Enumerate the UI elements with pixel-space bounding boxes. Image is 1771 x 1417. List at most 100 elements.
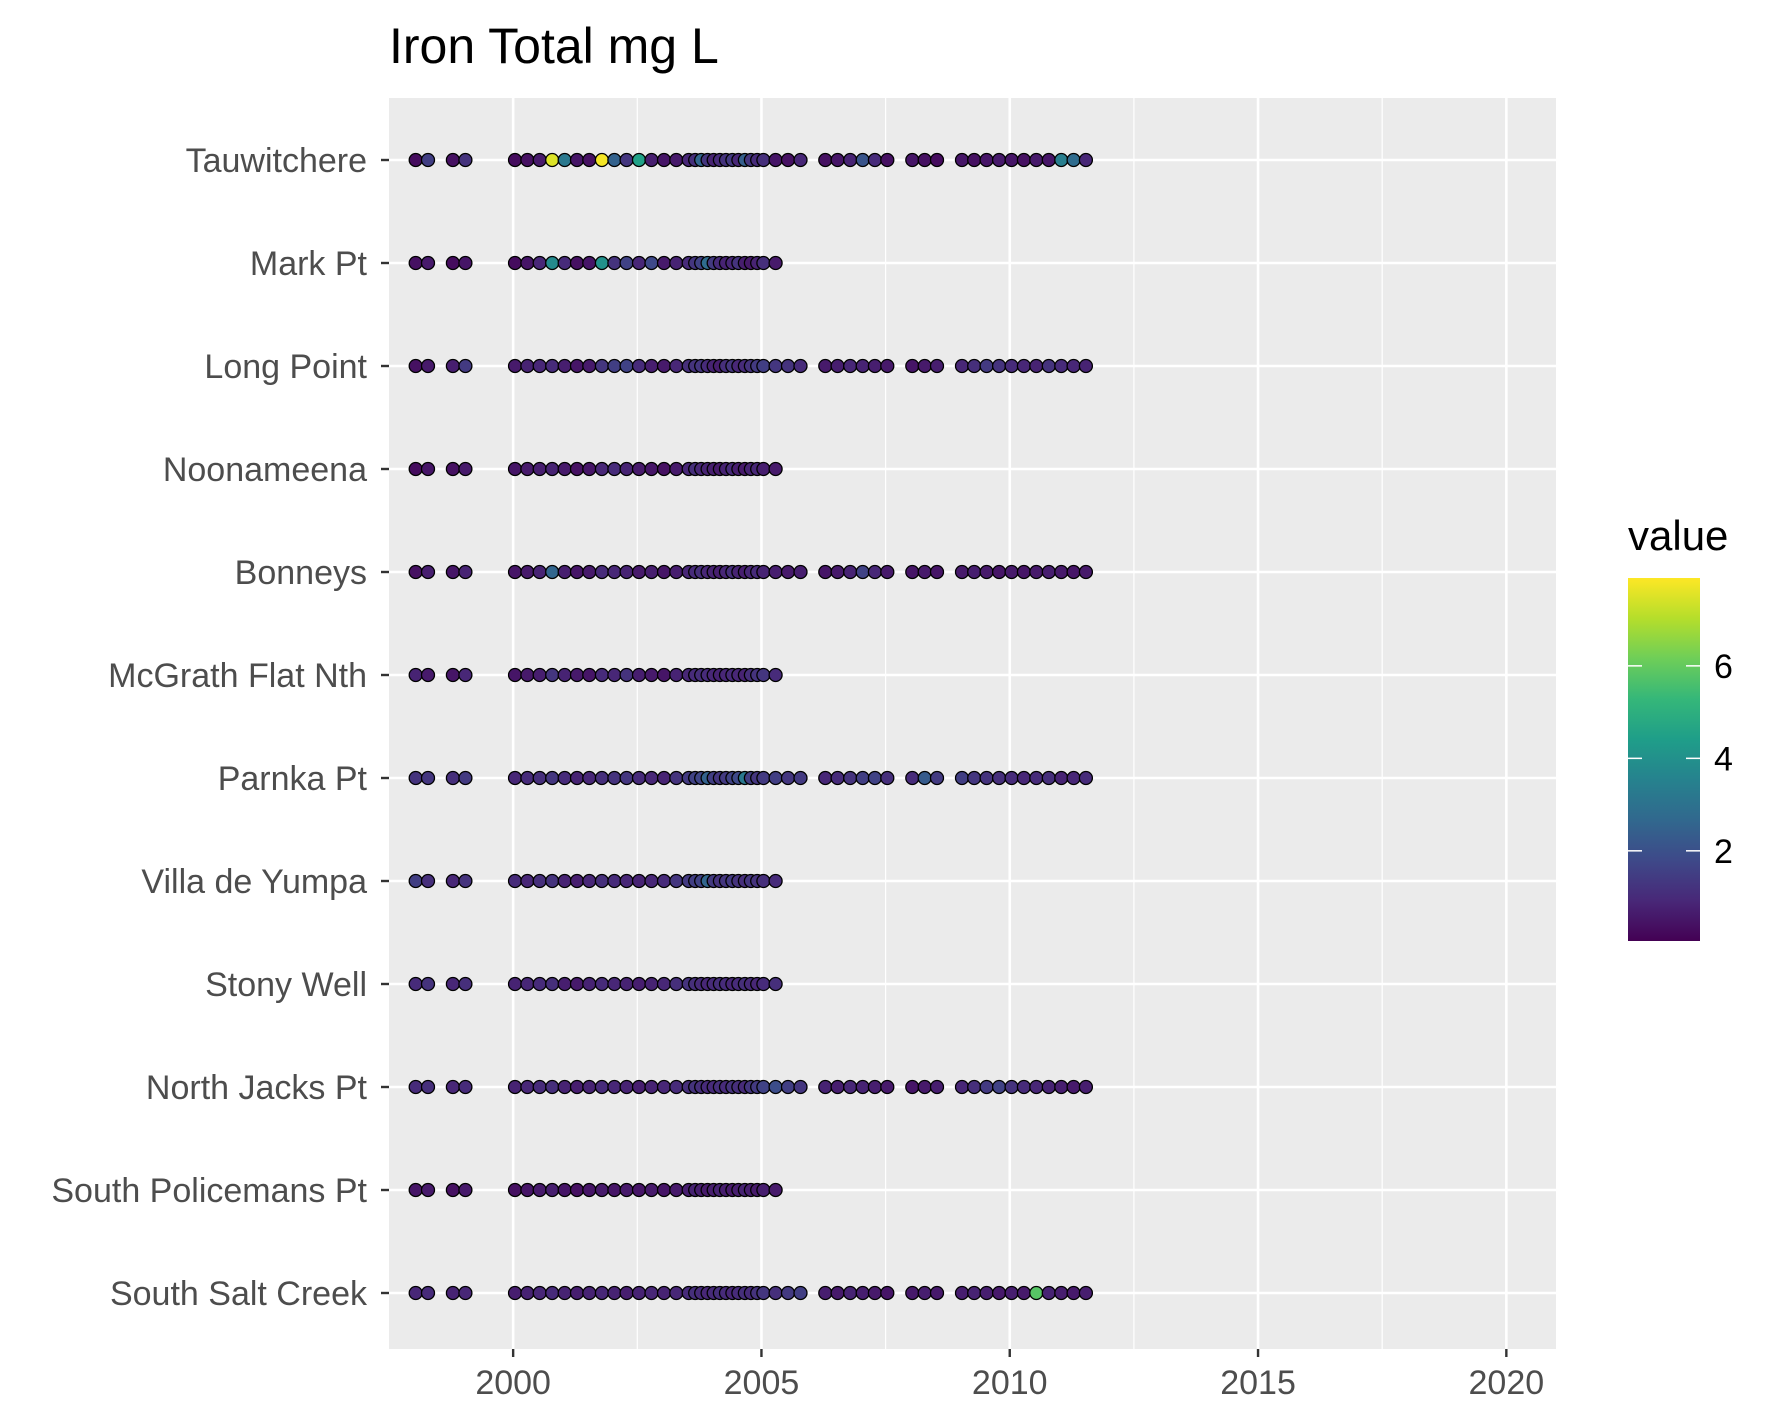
data-point — [619, 461, 634, 477]
data-point — [532, 873, 547, 889]
data-point — [458, 152, 473, 168]
data-point — [408, 1285, 423, 1301]
data-point — [905, 770, 920, 786]
data-point — [408, 564, 423, 580]
data-point — [1066, 152, 1081, 168]
data-point — [532, 461, 547, 477]
data-point — [991, 564, 1007, 580]
data-point — [855, 152, 870, 168]
x-tick-label: 2015 — [1220, 1364, 1296, 1402]
data-point — [768, 667, 783, 683]
data-point — [408, 770, 423, 786]
data-point — [768, 1079, 783, 1095]
data-point — [979, 770, 994, 786]
data-point — [855, 770, 870, 786]
data-point — [855, 1285, 870, 1301]
data-point — [917, 1285, 932, 1301]
data-point — [532, 1182, 547, 1198]
data-point — [644, 770, 659, 786]
data-point — [545, 770, 560, 786]
data-point — [818, 1079, 833, 1095]
data-point — [818, 1285, 833, 1301]
data-point — [756, 461, 771, 477]
data-point — [979, 358, 994, 374]
data-point — [991, 1079, 1007, 1095]
data-point — [1054, 1285, 1069, 1301]
data-point — [669, 976, 684, 992]
data-point — [843, 1079, 858, 1095]
data-point — [458, 976, 473, 992]
legend: value 2 4 6 — [1628, 512, 1733, 941]
data-point — [1004, 358, 1019, 374]
data-point — [545, 564, 560, 580]
data-point — [594, 976, 610, 992]
data-point — [1029, 1285, 1044, 1301]
data-point — [905, 358, 920, 374]
data-point — [929, 1285, 945, 1301]
data-point — [967, 564, 982, 580]
data-point — [557, 770, 572, 786]
data-point — [631, 1285, 647, 1301]
data-point — [569, 1285, 585, 1301]
data-point — [557, 255, 572, 271]
data-point — [1041, 1285, 1056, 1301]
data-point — [569, 873, 585, 889]
data-point — [656, 358, 672, 374]
data-point — [569, 152, 585, 168]
data-point — [991, 358, 1007, 374]
legend-tick-label: 6 — [1714, 648, 1733, 686]
data-point — [408, 873, 423, 889]
data-point — [1078, 152, 1094, 168]
data-point — [594, 358, 610, 374]
data-point — [880, 152, 895, 168]
data-point — [631, 1079, 647, 1095]
data-point — [669, 1079, 684, 1095]
data-point — [445, 255, 461, 271]
data-point — [917, 564, 932, 580]
data-point — [1004, 1079, 1019, 1095]
data-point — [532, 976, 547, 992]
data-point — [532, 564, 547, 580]
data-point — [644, 1182, 659, 1198]
data-point — [793, 1079, 808, 1095]
y-tick-label: North Jacks Pt — [146, 1069, 368, 1107]
data-point — [582, 564, 597, 580]
legend-ticks: 2 4 6 — [1628, 648, 1733, 871]
data-point — [582, 1182, 597, 1198]
data-point — [420, 1079, 436, 1095]
data-point — [532, 255, 547, 271]
data-point — [520, 976, 535, 992]
data-point — [420, 667, 436, 683]
data-point — [582, 255, 597, 271]
data-point — [756, 255, 771, 271]
data-point — [1016, 358, 1032, 374]
data-point — [780, 1079, 796, 1095]
data-point — [607, 358, 622, 374]
data-point — [855, 564, 870, 580]
data-point — [557, 667, 572, 683]
data-point — [557, 564, 572, 580]
data-point — [619, 152, 634, 168]
data-point — [644, 255, 659, 271]
data-point — [843, 358, 858, 374]
data-point — [631, 358, 647, 374]
data-point — [507, 1285, 523, 1301]
data-point — [855, 1079, 870, 1095]
data-point — [607, 1079, 622, 1095]
data-point — [458, 873, 473, 889]
data-point — [756, 358, 771, 374]
data-point — [644, 667, 659, 683]
data-point — [967, 152, 982, 168]
data-point — [594, 461, 610, 477]
data-point — [756, 770, 771, 786]
data-point — [631, 667, 647, 683]
data-point — [768, 461, 783, 477]
data-point — [520, 1182, 535, 1198]
data-point — [545, 358, 560, 374]
data-point — [1041, 152, 1056, 168]
data-point — [1054, 1079, 1069, 1095]
x-tick-label: 2005 — [724, 1364, 800, 1402]
data-point — [954, 152, 970, 168]
data-point — [1029, 1079, 1044, 1095]
data-point — [867, 564, 883, 580]
